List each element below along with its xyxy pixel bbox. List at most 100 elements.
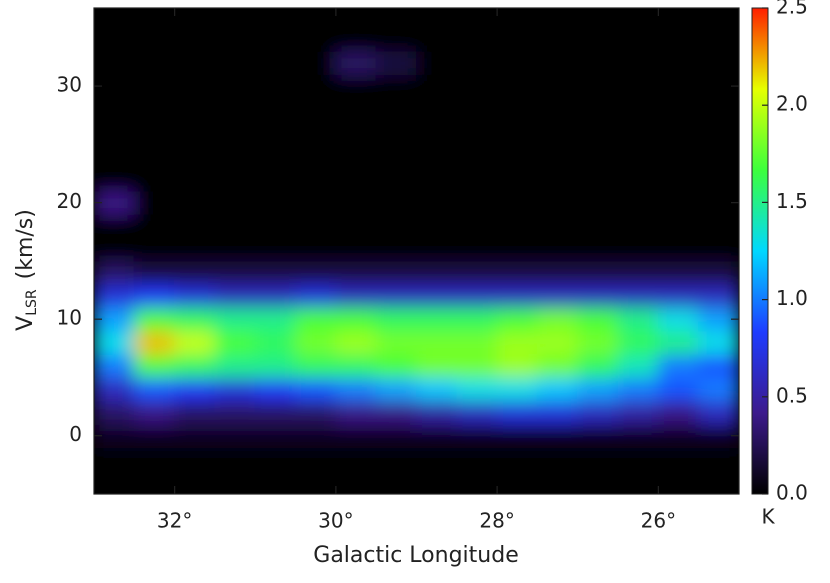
heatmap-cell <box>456 423 498 448</box>
heatmap-cell <box>133 50 176 75</box>
heatmap-cell <box>657 50 700 75</box>
heatmap-cell <box>375 27 417 52</box>
heatmap-cell <box>617 330 659 355</box>
heatmap-cell <box>577 423 619 448</box>
heatmap-cell <box>375 376 417 402</box>
heatmap-cell <box>214 190 256 215</box>
heatmap-cell <box>698 470 739 494</box>
y-label-sub: LSR <box>24 289 40 316</box>
heatmap-cell <box>335 73 377 99</box>
heatmap-cell <box>335 307 377 332</box>
heatmap-cells <box>94 8 739 494</box>
heatmap-cell <box>617 237 659 262</box>
heatmap-cell <box>133 423 176 448</box>
heatmap-cell <box>94 330 135 355</box>
heatmap-cell <box>214 283 256 309</box>
heatmap-cell <box>94 50 135 75</box>
heatmap-cell <box>456 97 498 122</box>
heatmap-cell <box>617 50 659 75</box>
heatmap-cell <box>536 330 579 355</box>
heatmap-cell <box>657 213 700 239</box>
heatmap-cell <box>536 97 579 122</box>
colorbar <box>751 7 769 495</box>
heatmap-cell <box>456 27 498 52</box>
x-tick-label: 26° <box>641 509 676 533</box>
heatmap-cell <box>456 237 498 262</box>
heatmap-cell <box>657 27 700 52</box>
heatmap-cell <box>617 470 659 494</box>
heatmap-cell <box>295 423 337 448</box>
heatmap-cell <box>577 330 619 355</box>
heatmap-cell <box>536 400 579 425</box>
heatmap-cell <box>657 260 700 285</box>
heatmap-cell <box>254 260 297 285</box>
heatmap-cell <box>416 470 458 494</box>
heatmap-cell <box>295 446 337 472</box>
heatmap-cell <box>295 400 337 425</box>
heatmap-cell <box>657 376 700 402</box>
heatmap-cell <box>254 446 297 472</box>
heatmap-cell <box>496 423 538 448</box>
heatmap-cell <box>174 400 216 425</box>
heatmap-cell <box>496 8 538 29</box>
heatmap-cell <box>577 167 619 192</box>
heatmap-cell <box>536 8 579 29</box>
heatmap-cell <box>295 307 337 332</box>
heatmap-cell <box>536 283 579 309</box>
heatmap-cell <box>295 97 337 122</box>
heatmap-cell <box>214 120 256 145</box>
heatmap-cell <box>295 353 337 378</box>
heatmap-cell <box>577 470 619 494</box>
heatmap-cell <box>335 190 377 215</box>
heatmap-cell <box>416 27 458 52</box>
heatmap-cell <box>617 446 659 472</box>
heatmap-cell <box>657 307 700 332</box>
heatmap-cell <box>577 190 619 215</box>
heatmap-cell <box>698 237 739 262</box>
colorbar-label: K <box>761 505 775 529</box>
heatmap-cell <box>698 167 739 192</box>
heatmap <box>94 8 739 494</box>
x-tick-label: 30° <box>318 509 353 533</box>
heatmap-cell <box>698 353 739 378</box>
heatmap-cell <box>214 260 256 285</box>
heatmap-cell <box>617 27 659 52</box>
heatmap-cell <box>698 446 739 472</box>
heatmap-cell <box>133 97 176 122</box>
heatmap-cell <box>657 190 700 215</box>
heatmap-cell <box>133 283 176 309</box>
heatmap-cell <box>577 260 619 285</box>
heatmap-cell <box>295 237 337 262</box>
heatmap-cell <box>496 97 538 122</box>
heatmap-cell <box>133 330 176 355</box>
heatmap-cell <box>698 213 739 239</box>
heatmap-cell <box>375 97 417 122</box>
heatmap-cell <box>174 167 216 192</box>
heatmap-cell <box>375 190 417 215</box>
heatmap-cell <box>335 167 377 192</box>
heatmap-cell <box>94 27 135 52</box>
heatmap-cell <box>375 330 417 355</box>
heatmap-cell <box>617 190 659 215</box>
heatmap-cell <box>94 400 135 425</box>
heatmap-cell <box>214 8 256 29</box>
heatmap-cell <box>295 27 337 52</box>
heatmap-cell <box>133 143 176 169</box>
heatmap-cell <box>174 73 216 99</box>
heatmap-cell <box>657 120 700 145</box>
heatmap-cell <box>496 283 538 309</box>
heatmap-cell <box>698 120 739 145</box>
heatmap-cell <box>133 73 176 99</box>
heatmap-cell <box>416 73 458 99</box>
heatmap-cell <box>496 73 538 99</box>
heatmap-cell <box>577 97 619 122</box>
heatmap-cell <box>295 73 337 99</box>
heatmap-cell <box>416 120 458 145</box>
heatmap-cell <box>375 73 417 99</box>
heatmap-cell <box>214 330 256 355</box>
heatmap-cell <box>416 8 458 29</box>
heatmap-cell <box>496 167 538 192</box>
heatmap-cell <box>456 213 498 239</box>
heatmap-cell <box>416 446 458 472</box>
heatmap-cell <box>375 470 417 494</box>
